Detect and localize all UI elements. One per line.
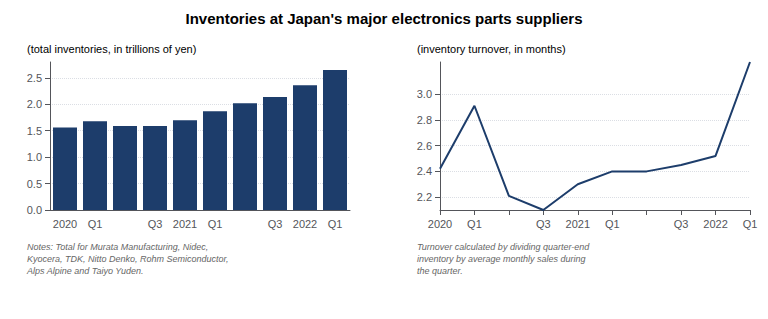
svg-text:2.8: 2.8 (417, 114, 432, 126)
svg-text:1.5: 1.5 (27, 125, 42, 137)
svg-text:2021: 2021 (173, 218, 197, 230)
svg-text:the quarter.: the quarter. (417, 266, 463, 276)
svg-text:2.5: 2.5 (27, 72, 42, 84)
svg-text:2.6: 2.6 (417, 140, 432, 152)
svg-text:2020: 2020 (53, 218, 77, 230)
svg-text:1.0: 1.0 (27, 151, 42, 163)
svg-text:Q1: Q1 (467, 218, 482, 230)
svg-text:0.0: 0.0 (27, 204, 42, 216)
svg-text:0.5: 0.5 (27, 178, 42, 190)
svg-text:Q1: Q1 (605, 218, 620, 230)
svg-text:Kyocera, TDK, Nitto Denko, Roh: Kyocera, TDK, Nitto Denko, Rohm Semicond… (27, 254, 229, 264)
svg-text:Turnover calculated by dividin: Turnover calculated by dividing quarter-… (417, 242, 590, 252)
svg-text:Inventories at Japan's major e: Inventories at Japan's major electronics… (185, 10, 582, 27)
svg-text:2022: 2022 (703, 218, 727, 230)
svg-text:Q1: Q1 (743, 218, 758, 230)
svg-text:2.0: 2.0 (27, 98, 42, 110)
svg-text:Q3: Q3 (674, 218, 689, 230)
svg-text:Q1: Q1 (208, 218, 223, 230)
svg-text:Alps Alpine and Taiyo Yuden.: Alps Alpine and Taiyo Yuden. (26, 266, 143, 276)
svg-text:Q3: Q3 (148, 218, 163, 230)
svg-text:2.4: 2.4 (417, 165, 432, 177)
svg-text:(inventory turnover, in months: (inventory turnover, in months) (417, 43, 566, 55)
svg-text:Q1: Q1 (328, 218, 343, 230)
svg-text:2.2: 2.2 (417, 191, 432, 203)
svg-text:Q1: Q1 (88, 218, 103, 230)
svg-text:(total inventories, in trillio: (total inventories, in trillions of yen) (27, 43, 196, 55)
svg-text:2020: 2020 (428, 218, 452, 230)
svg-text:2022: 2022 (293, 218, 317, 230)
svg-text:Q3: Q3 (268, 218, 283, 230)
svg-text:Notes: Total for Murata Manufa: Notes: Total for Murata Manufacturing, N… (27, 242, 208, 252)
svg-text:3.0: 3.0 (417, 88, 432, 100)
svg-text:inventory by average monthly s: inventory by average monthly sales durin… (417, 254, 586, 264)
svg-text:2021: 2021 (566, 218, 590, 230)
svg-text:Q3: Q3 (536, 218, 551, 230)
